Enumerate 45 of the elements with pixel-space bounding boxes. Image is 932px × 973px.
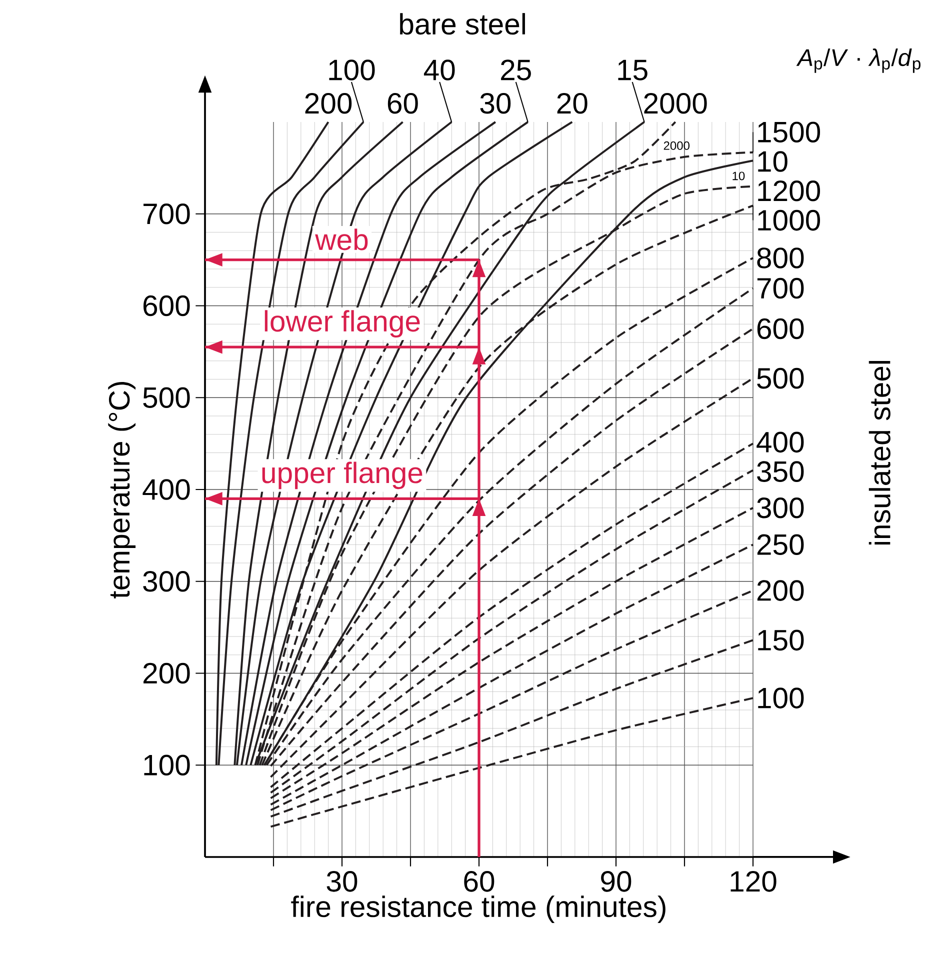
annotation: 2000 bbox=[664, 141, 690, 150]
series-label: 60 bbox=[388, 92, 418, 114]
ref-line-label: web bbox=[315, 228, 368, 250]
annotation: 10 bbox=[732, 172, 745, 180]
series-label: 30 bbox=[480, 92, 511, 114]
series-label: 100 bbox=[758, 688, 804, 708]
series-label: 200 bbox=[305, 92, 352, 114]
series-label: 100 bbox=[329, 60, 375, 80]
series-label: 150 bbox=[758, 630, 804, 651]
series-label: 10 bbox=[758, 151, 788, 172]
x-tick-label: 90 bbox=[601, 871, 632, 892]
series-label: 25 bbox=[501, 60, 531, 80]
y-tick-label: 500 bbox=[143, 387, 190, 408]
x-tick-label: 60 bbox=[464, 871, 494, 892]
ref-line-label: upper flange bbox=[262, 462, 422, 490]
series-label: 500 bbox=[757, 368, 804, 389]
text: A$_{p}$/V · λ$_{p}$/d$_{p}$ bbox=[796, 48, 920, 73]
series-label: 2000 bbox=[644, 92, 707, 114]
series-label: 600 bbox=[757, 318, 804, 340]
y-tick-label: 600 bbox=[144, 295, 190, 316]
series-label: 40 bbox=[424, 60, 455, 80]
series-label: 800 bbox=[757, 248, 804, 268]
series-label: 700 bbox=[757, 278, 804, 299]
y-tick-label: 300 bbox=[143, 570, 190, 592]
series-label: 200 bbox=[757, 580, 804, 601]
text: insulated steel bbox=[868, 360, 890, 545]
series-label: 1000 bbox=[758, 210, 820, 231]
x-axis-title: fire resistance time (minutes) bbox=[291, 896, 666, 923]
series-label: 400 bbox=[756, 432, 804, 453]
series-label: 350 bbox=[757, 461, 804, 482]
series-label: 250 bbox=[757, 534, 804, 556]
ref-line-label: lower flange bbox=[264, 310, 420, 338]
y-tick-label: 100 bbox=[144, 754, 190, 776]
series-label: 1200 bbox=[758, 180, 820, 202]
y-tick-label: 200 bbox=[144, 662, 190, 684]
x-tick-label: 120 bbox=[730, 871, 776, 892]
series-label: 300 bbox=[757, 497, 804, 518]
y-tick-label: 700 bbox=[144, 203, 190, 224]
series-label: 15 bbox=[618, 60, 648, 80]
x-tick-label: 30 bbox=[326, 871, 358, 892]
y-tick-label: 400 bbox=[142, 479, 190, 500]
series-label: 1500 bbox=[758, 122, 820, 142]
y-axis-title: temperature (°C) bbox=[108, 382, 136, 598]
series-label: 20 bbox=[557, 92, 588, 114]
text: bare steel bbox=[400, 13, 525, 35]
